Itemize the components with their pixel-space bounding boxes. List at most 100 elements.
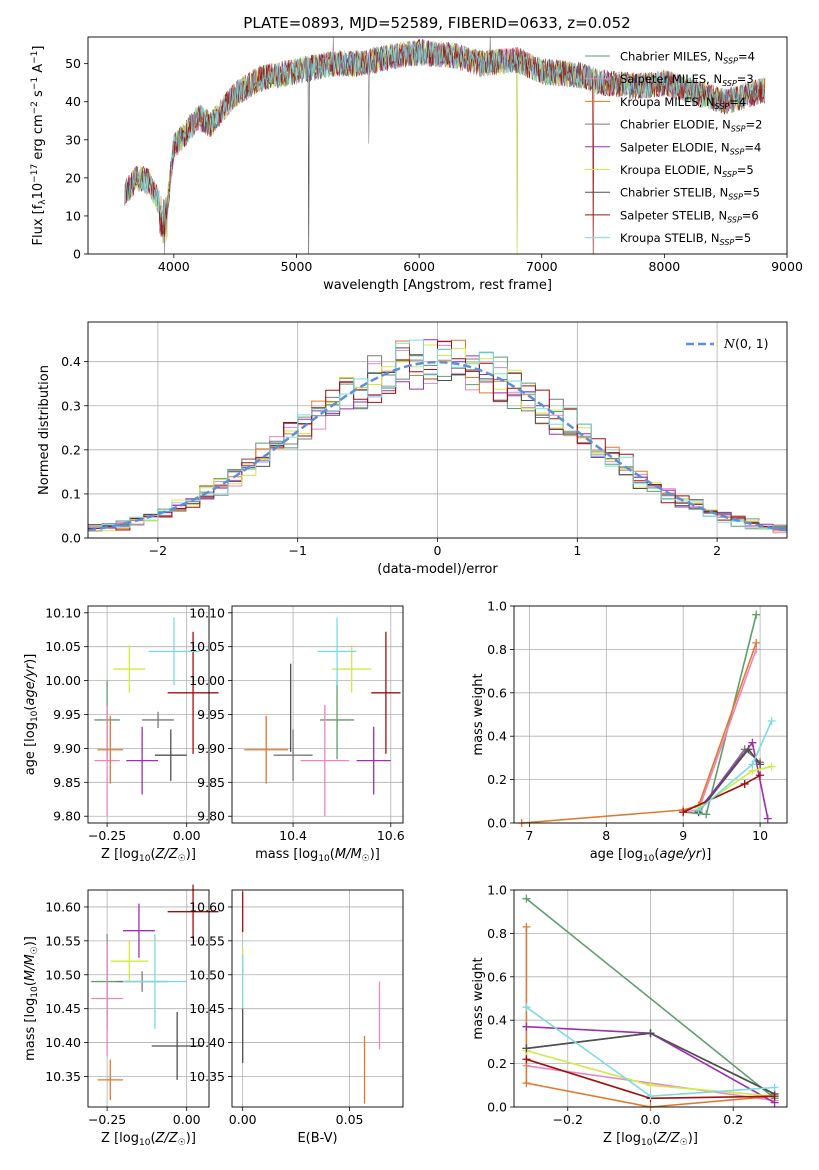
axes-frame [87,36,788,255]
y-tick-label: 10 [65,208,81,223]
weight-series [694,717,776,814]
weight-marker [748,760,757,769]
errorbar-point [300,705,350,817]
errorbar-point [123,903,155,958]
errorbar-point [110,940,149,982]
y-tick-label: 9.90 [53,741,81,756]
weight-series [679,645,761,817]
weight-marker [767,717,776,726]
y-tick-label: 40 [65,94,81,109]
x-axis-label: Z [log10(Z/Z☉)] [101,1131,196,1148]
weight-marker [763,814,772,823]
y-tick-label: 9.80 [197,809,225,824]
errorbar-point [97,715,124,784]
legend-label: Salpeter ELODIE, NSSP=4 [620,140,761,156]
plot-area [91,884,219,1101]
y-tick-label: 0 [73,247,81,262]
weight-marker [522,922,531,931]
errorbar-point [123,934,187,1030]
y-tick-label: 10.55 [189,933,225,948]
errorbar-point [273,729,313,781]
y-axis-label: Normed distribution [37,365,52,495]
errorbar-point [244,715,289,784]
y-tick-label: 1.0 [487,599,507,614]
spectrum-line [124,39,766,237]
panel-residuals: −2 −1 0 1 2 0.0 0.1 0.2 0.3 0.4 N(0, 1) (data-model… [37,321,788,577]
y-tick-label: 0.3 [61,398,81,413]
errorbar-point [167,631,219,754]
y-tick-label: 20 [65,170,81,185]
y-tick-label: 9.90 [197,741,225,756]
weight-marker [646,1092,655,1101]
legend-label: Kroupa ELODIE, NSSP=5 [620,163,754,179]
errorbar-point [371,631,401,754]
legend-label: Kroupa STELIB, NSSP=5 [620,231,751,247]
weight-marker [522,1055,531,1064]
weight-marker [748,738,757,747]
weight-marker [646,1081,655,1090]
weight-marker [756,760,765,769]
x-tick-label: 0.05 [336,1112,364,1127]
axes-frame [87,321,788,539]
errorbar-point [319,680,355,760]
weight-marker [752,638,761,647]
y-tick-label: 10.40 [189,1035,225,1050]
plot-area [517,610,776,827]
legend-label: Chabrier STELIB, NSSP=5 [620,186,760,202]
weight-line [521,642,757,824]
axes-frame [87,605,210,824]
normal-curve [87,360,788,532]
x-tick-label: 0 [434,543,442,558]
x-tick-label: −0.25 [88,1112,126,1127]
x-tick-label: 5000 [281,259,313,274]
weight-marker [522,1044,531,1053]
x-tick-label: 0.00 [229,1112,257,1127]
weight-marker [767,762,776,771]
y-axis-label: Flux [fλ10−17 erg cm−2 s−1 A−1] [30,46,48,246]
panel-weight-vs-age: 7 8 9 10 0.0 0.2 0.4 0.6 0.8 1.0 age [log10(age/yr… [471,599,788,864]
x-tick-label: 0.00 [173,828,201,843]
x-tick-label: 6000 [403,259,435,274]
errorbar-point [154,729,187,781]
axes-frame [513,889,788,1108]
axes-frame [513,605,788,824]
plot-area [124,36,766,255]
errorbar-point [167,884,219,939]
weight-marker [694,805,703,814]
legend-label: Kroupa MILES, NSSP=4 [620,95,746,111]
y-tick-label: 9.95 [53,707,81,722]
y-tick-label: 10.60 [189,899,225,914]
axes-frame [231,605,404,824]
y-axis-label: age [log10(age/yr)] [23,654,40,776]
y-tick-label: 10.10 [45,605,81,620]
histogram-step [88,339,787,530]
axes-frame [87,889,210,1108]
weight-marker [752,610,761,619]
plot-area [87,339,788,534]
legend-label: N(0, 1) [723,336,769,351]
x-tick-label: 1 [573,543,581,558]
x-axis-label: (data-model)/error [377,562,498,577]
y-tick-label: 10.10 [189,605,225,620]
x-tick-label: 10.4 [279,828,307,843]
y-tick-label: 0.0 [61,531,81,546]
x-axis-label: Z [log10(Z/Z☉)] [603,1131,698,1148]
y-tick-label: 10.40 [45,1035,81,1050]
y-tick-label: 0.8 [487,642,507,657]
errorbar-point [148,617,200,686]
x-tick-label: 2 [713,543,721,558]
y-tick-label: 0.1 [61,486,81,501]
y-tick-label: 9.80 [53,809,81,824]
y-tick-label: 9.85 [53,775,81,790]
y-tick-label: 10.60 [45,899,81,914]
x-tick-label: −0.2 [553,1112,583,1127]
errorbar-point [151,1012,203,1080]
y-tick-label: 10.05 [45,639,81,654]
y-tick-label: 9.85 [197,775,225,790]
panel-spectrum: 4000 5000 6000 7000 8000 9000 0 10 20 30 40 50 Chabr… [30,36,803,293]
y-tick-label: 0.0 [487,816,507,831]
spectrum-line [124,39,766,235]
y-tick-label: 10.50 [189,967,225,982]
y-tick-label: 0.0 [487,1100,507,1115]
